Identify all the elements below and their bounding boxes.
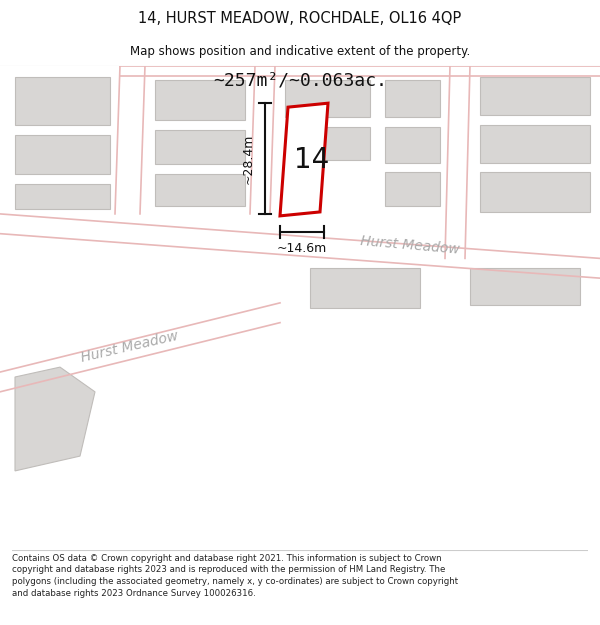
Polygon shape: [285, 127, 370, 159]
Polygon shape: [470, 268, 580, 305]
Polygon shape: [310, 268, 420, 308]
Text: Contains OS data © Crown copyright and database right 2021. This information is : Contains OS data © Crown copyright and d…: [12, 554, 458, 598]
Polygon shape: [15, 367, 95, 471]
Polygon shape: [385, 81, 440, 117]
Polygon shape: [155, 130, 245, 164]
Polygon shape: [15, 135, 110, 174]
Polygon shape: [385, 127, 440, 162]
Text: 14: 14: [295, 146, 329, 174]
Text: Hurst Meadow: Hurst Meadow: [360, 234, 460, 257]
Text: 14, HURST MEADOW, ROCHDALE, OL16 4QP: 14, HURST MEADOW, ROCHDALE, OL16 4QP: [139, 11, 461, 26]
Polygon shape: [480, 78, 590, 115]
Polygon shape: [285, 81, 370, 117]
Text: Hurst Meadow: Hurst Meadow: [80, 329, 180, 366]
Polygon shape: [15, 184, 110, 209]
Polygon shape: [15, 78, 110, 125]
Polygon shape: [155, 81, 245, 120]
Polygon shape: [155, 174, 245, 206]
Text: Map shows position and indicative extent of the property.: Map shows position and indicative extent…: [130, 45, 470, 58]
Polygon shape: [385, 173, 440, 206]
Polygon shape: [480, 125, 590, 162]
Text: ~28.4m: ~28.4m: [242, 133, 255, 184]
Text: ~14.6m: ~14.6m: [277, 242, 327, 254]
Text: ~257m²/~0.063ac.: ~257m²/~0.063ac.: [213, 71, 387, 89]
Polygon shape: [480, 173, 590, 212]
Polygon shape: [280, 103, 328, 216]
